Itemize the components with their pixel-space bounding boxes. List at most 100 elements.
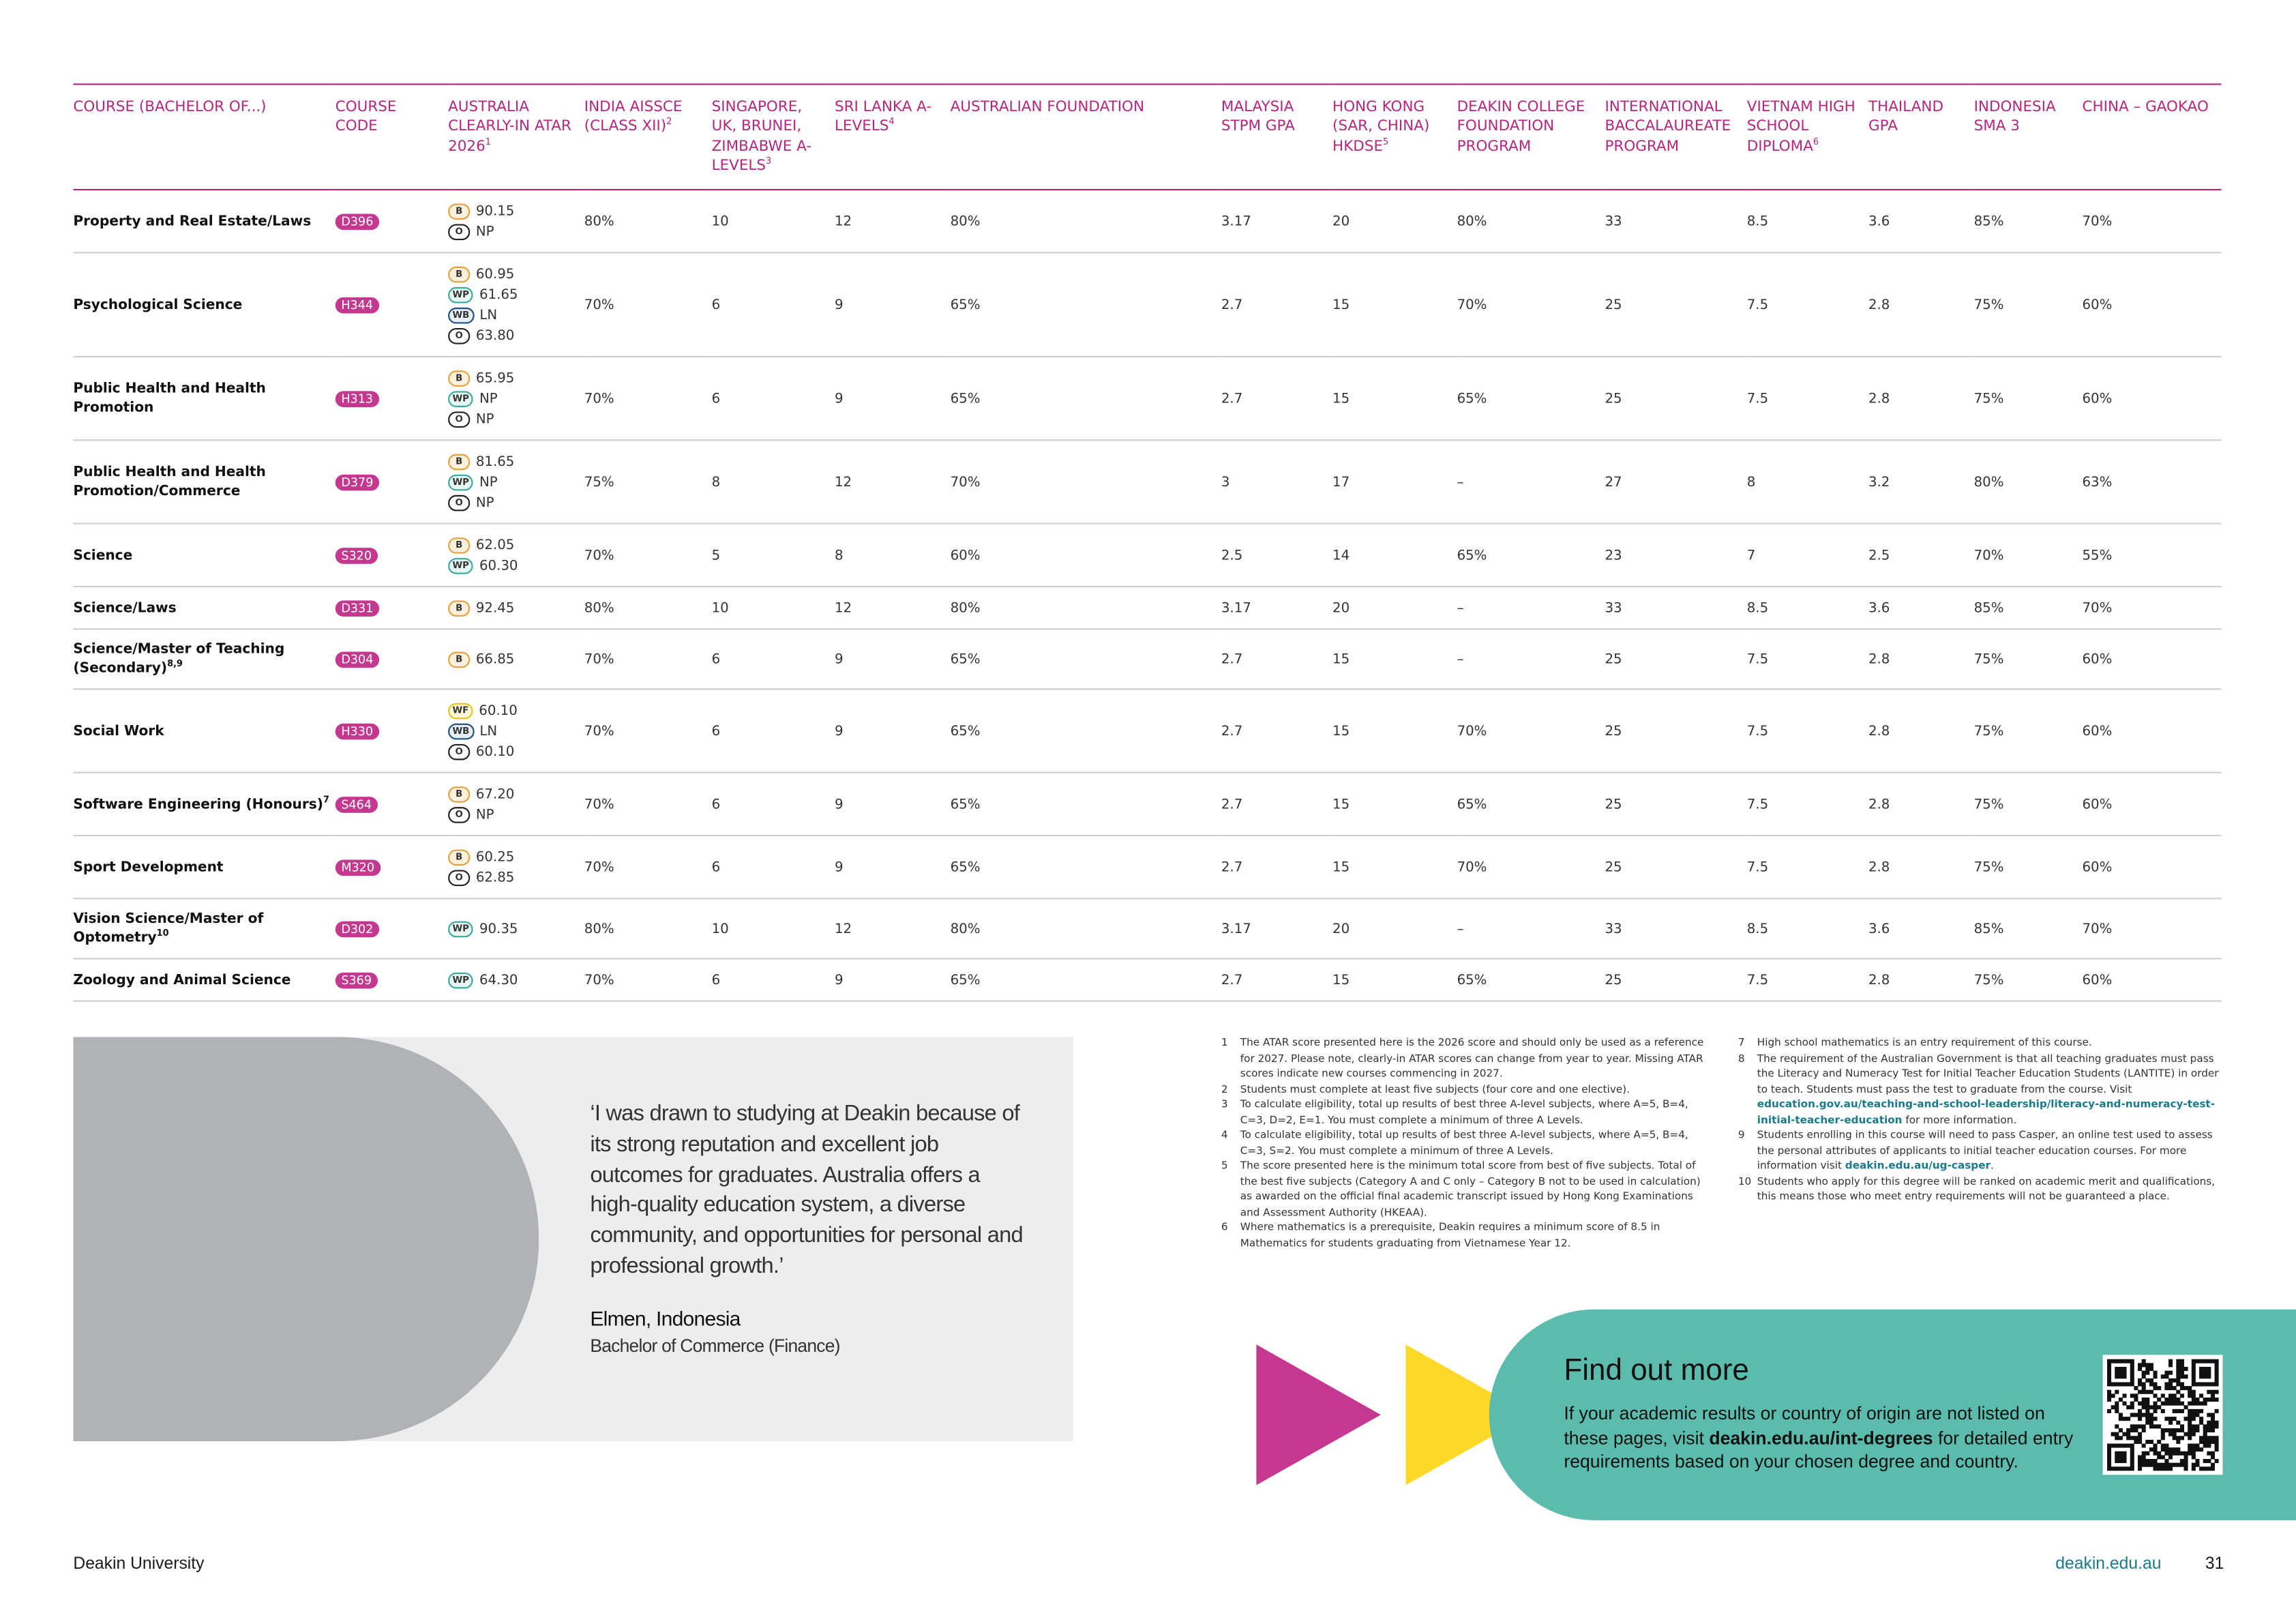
text: Students who apply for this degree will … <box>1757 1174 2216 1202</box>
qr-module <box>2111 1359 2115 1363</box>
column-header: CHINA – GAOKAO <box>2082 83 2222 191</box>
table-row: Vision Science/Master of Optometry10 D302… <box>73 898 2222 960</box>
qr-module <box>2141 1374 2146 1379</box>
qr-module <box>2199 1382 2204 1387</box>
cell-value: 70% <box>584 524 712 588</box>
cell-value: 70% <box>1457 836 1605 900</box>
cell-value: 70% <box>584 357 712 441</box>
qr-module <box>2149 1366 2153 1372</box>
course-code-cell: D304 <box>335 629 449 690</box>
qr-module <box>2188 1413 2192 1417</box>
footnote-ref: 2 <box>666 117 672 128</box>
qr-module <box>2188 1428 2192 1433</box>
qr-module <box>2195 1459 2200 1464</box>
atar-cell: B 90.15 O NP <box>448 190 584 254</box>
course-code-cell: S369 <box>335 958 449 1003</box>
cell-value: 75% <box>1973 629 2083 690</box>
qr-module <box>2115 1401 2119 1406</box>
qr-module <box>2183 1374 2188 1379</box>
footnote: 2 Students must complete at least five su… <box>1221 1082 1705 1097</box>
qr-module <box>2134 1386 2138 1391</box>
qr-module <box>2214 1439 2219 1444</box>
link[interactable]: deakin.edu.au/int-degrees <box>1709 1427 1933 1448</box>
qr-module <box>2195 1428 2200 1433</box>
course-name: Public Health and Health Promotion/Comme… <box>73 440 336 525</box>
qr-module <box>2168 1417 2173 1421</box>
cell-value: 65% <box>950 252 1221 358</box>
link[interactable]: education.gov.au/teaching-and-school-lea… <box>1757 1097 2216 1126</box>
qr-module <box>2164 1382 2169 1387</box>
cell-value: 75% <box>1973 773 2083 837</box>
atar-badge: O <box>448 494 471 511</box>
course-text: Public Health and Health Promotion <box>73 381 266 417</box>
qr-module <box>2141 1363 2146 1368</box>
qr-module <box>2130 1378 2134 1383</box>
footnote: 9 Students enrolling in this course will … <box>1738 1127 2222 1174</box>
qr-module <box>2149 1413 2153 1417</box>
text: . <box>1991 1158 1994 1172</box>
atar-value: 60.95 <box>475 266 515 282</box>
qr-module <box>2172 1436 2177 1441</box>
qr-module <box>2138 1366 2143 1372</box>
qr-module <box>2188 1408 2192 1413</box>
qr-module <box>2130 1374 2134 1379</box>
atar-cell: B 92.45 <box>448 587 584 630</box>
cell-value: 8 <box>1746 440 1868 525</box>
qr-code[interactable] <box>2102 1355 2223 1475</box>
qr-module <box>2176 1359 2181 1363</box>
cell-value: 70% <box>2082 587 2222 630</box>
qr-module <box>2141 1386 2146 1391</box>
atar-badge: O <box>448 869 471 886</box>
footnote-ref: 8,9 <box>167 659 183 670</box>
qr-module <box>2191 1413 2196 1417</box>
link[interactable]: deakin.edu.au/ug-casper <box>1845 1158 1991 1172</box>
cell-value: 63% <box>2082 440 2222 525</box>
footnote-number: 1 <box>1221 1035 1228 1049</box>
qr-module <box>2157 1455 2162 1460</box>
qr-module <box>2157 1405 2162 1410</box>
qr-module <box>2188 1451 2192 1456</box>
qr-module <box>2214 1374 2219 1379</box>
cell-value: 3.17 <box>1221 587 1333 630</box>
qr-module <box>2164 1374 2169 1379</box>
qr-module <box>2115 1389 2119 1394</box>
qr-module <box>2145 1363 2150 1368</box>
qr-module <box>2145 1459 2150 1464</box>
cell-value: 8 <box>711 440 835 525</box>
qr-module <box>2203 1401 2207 1406</box>
cell-value: 60% <box>2082 836 2222 900</box>
quote-shape <box>73 1037 539 1441</box>
atar-value: 60.25 <box>475 848 515 866</box>
footnote: 10 Students who apply for this degree wil… <box>1738 1174 2222 1205</box>
qr-module <box>2130 1455 2134 1460</box>
footer-url[interactable]: deakin.edu.au <box>2055 1555 2162 1574</box>
atar-value: NP <box>479 390 498 407</box>
atar-entry: B 60.25 <box>448 847 578 868</box>
footer-left: Deakin University <box>73 1555 205 1574</box>
qr-module <box>2106 1455 2112 1460</box>
atar-entry: WB LN <box>448 721 578 741</box>
atar-badge: B <box>448 453 471 470</box>
cell-value: 8.5 <box>1746 898 1868 960</box>
qr-module <box>2188 1420 2192 1425</box>
cell-value: 60% <box>2082 357 2222 441</box>
cell-value: 80% <box>584 587 712 630</box>
header-text: SRI LANKA A-LEVELS <box>834 100 932 136</box>
course-name: Software Engineering (Honours)7 <box>73 773 336 837</box>
qr-module <box>2203 1366 2207 1372</box>
qr-module <box>2157 1451 2162 1456</box>
qr-module <box>2172 1428 2177 1433</box>
qr-module <box>2210 1382 2215 1387</box>
cell-value: 70% <box>2082 190 2222 254</box>
cell-value: 6 <box>711 773 835 837</box>
footnote: 7 High school mathematics is an entry req… <box>1738 1035 2222 1051</box>
cell-value: 7 <box>1746 524 1868 588</box>
course-name: Vision Science/Master of Optometry10 <box>73 898 336 960</box>
cell-value: 33 <box>1605 190 1747 254</box>
qr-module <box>2179 1436 2184 1441</box>
atar-entry: B 60.95 <box>448 264 578 284</box>
qr-module <box>2141 1359 2146 1363</box>
qr-module <box>2172 1408 2177 1413</box>
qr-module <box>2179 1401 2184 1406</box>
cell-value: 2.7 <box>1221 773 1333 837</box>
